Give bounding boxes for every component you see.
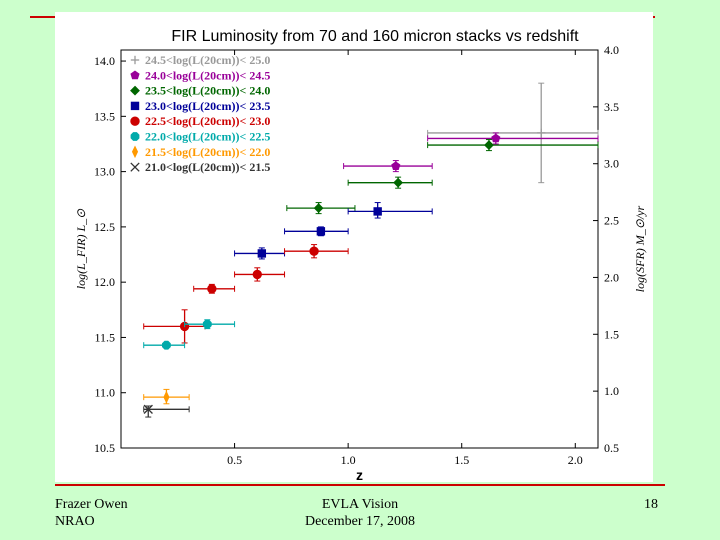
legend-label: 23.5<log(L(20cm))< 24.0 — [145, 84, 270, 98]
data-point — [427, 139, 599, 152]
circle-marker — [207, 284, 217, 294]
data-point — [343, 160, 433, 173]
square-marker — [316, 227, 326, 236]
legend-label: 24.0<log(L(20cm))< 24.5 — [145, 68, 270, 82]
y2-axis-label: log(SFR) M_⊙/yr — [633, 205, 647, 292]
data-point — [143, 309, 206, 344]
data-point — [347, 202, 433, 219]
chart-title: FIR Luminosity from 70 and 160 micron st… — [171, 28, 579, 45]
x-tick-label: 2.0 — [568, 453, 583, 467]
legend-label: 21.0<log(L(20cm))< 21.5 — [145, 160, 270, 174]
series-6 — [143, 388, 190, 405]
legend-item: 22.5<log(L(20cm))< 23.0 — [130, 114, 270, 128]
legend-label: 22.0<log(L(20cm))< 22.5 — [145, 130, 270, 144]
data-point — [284, 226, 349, 237]
data-point — [184, 319, 236, 330]
y2-tick-label: 3.0 — [604, 157, 619, 171]
legend-item: 23.0<log(L(20cm))< 23.5 — [130, 99, 270, 113]
y-axis-label: log(L_FIR) L_⊙ — [74, 208, 88, 289]
y-tick-label: 13.5 — [94, 109, 115, 123]
x-axis-label: z — [356, 467, 363, 482]
legend-item: 21.0<log(L(20cm))< 21.5 — [130, 160, 270, 174]
legend-label: 23.0<log(L(20cm))< 23.5 — [145, 99, 270, 113]
series-7 — [143, 404, 190, 418]
x-tick-label: 0.5 — [227, 453, 242, 467]
footer-event-block: EVLA Vision December 17, 2008 — [280, 496, 440, 530]
series-2 — [286, 139, 599, 215]
fir-luminosity-chart: FIR Luminosity from 70 and 160 micron st… — [74, 28, 647, 483]
legend-item: 22.0<log(L(20cm))< 22.5 — [130, 130, 270, 144]
footer-page-number: 18 — [644, 497, 658, 512]
data-point — [234, 267, 286, 282]
octagon-marker — [130, 132, 140, 141]
x-tick-label: 1.5 — [454, 453, 469, 467]
circle-marker — [130, 116, 140, 126]
x-marker — [143, 404, 153, 414]
footer-author-block: Frazer Owen NRAO — [55, 496, 128, 530]
data-point — [427, 132, 599, 145]
square-marker — [373, 207, 382, 216]
diamond-marker — [130, 85, 140, 96]
circle-marker — [309, 246, 319, 256]
data-point — [193, 283, 236, 294]
footer-org: NRAO — [55, 514, 95, 529]
legend-item: 24.5<log(L(20cm))< 25.0 — [130, 53, 270, 67]
x-marker — [130, 162, 140, 172]
series-3 — [234, 202, 433, 260]
octagon-marker — [162, 340, 171, 350]
series-4 — [143, 244, 349, 344]
series-0 — [427, 82, 599, 184]
diamond-marker — [484, 140, 494, 150]
thin-diamond-marker — [163, 390, 170, 404]
legend-item: 21.5<log(L(20cm))< 22.0 — [131, 145, 270, 159]
legend-item: 24.0<log(L(20cm))< 24.5 — [130, 68, 270, 82]
plot-frame — [120, 49, 599, 449]
chart-panel: FIR Luminosity from 70 and 160 micron st… — [55, 12, 653, 483]
pentagon-marker — [130, 70, 140, 80]
thin-diamond-marker — [131, 145, 139, 159]
y-tick-label: 13.0 — [94, 165, 115, 179]
y-tick-label: 12.5 — [94, 220, 115, 234]
diamond-marker — [393, 177, 404, 188]
pentagon-marker — [391, 161, 401, 170]
y-tick-label: 11.0 — [94, 386, 115, 400]
circle-marker — [252, 269, 262, 280]
y2-tick-label: 4.0 — [604, 43, 619, 57]
data-point — [143, 388, 190, 405]
y2-tick-label: 2.5 — [604, 214, 619, 228]
footer-date: December 17, 2008 — [304, 514, 416, 529]
y2-tick-label: 2.0 — [604, 270, 619, 284]
y2-tick-label: 3.5 — [604, 100, 619, 114]
data-point — [143, 340, 186, 350]
footer-talk: EVLA Vision — [321, 497, 399, 512]
legend-label: 24.5<log(L(20cm))< 25.0 — [145, 53, 270, 67]
diamond-marker — [313, 203, 324, 214]
data-point — [284, 244, 349, 259]
square-marker — [257, 249, 267, 258]
y-tick-label: 11.5 — [94, 330, 115, 344]
data-point — [143, 404, 190, 418]
series-5 — [143, 319, 236, 350]
footer-rule — [55, 484, 665, 486]
series-1 — [343, 132, 599, 173]
y2-tick-label: 0.5 — [604, 441, 619, 455]
footer-author: Frazer Owen — [55, 497, 128, 512]
y-tick-label: 14.0 — [94, 54, 115, 68]
octagon-marker — [202, 319, 212, 329]
y-tick-label: 10.5 — [94, 441, 115, 455]
data-point — [347, 176, 433, 189]
data-point — [286, 202, 356, 215]
x-tick-label: 1.0 — [341, 453, 356, 467]
y-tick-label: 12.0 — [94, 275, 115, 289]
data-point — [234, 247, 286, 260]
y2-tick-label: 1.5 — [604, 327, 619, 341]
data-point — [427, 82, 599, 184]
legend-label: 21.5<log(L(20cm))< 22.0 — [145, 145, 270, 159]
legend-label: 22.5<log(L(20cm))< 23.0 — [145, 114, 270, 128]
legend-item: 23.5<log(L(20cm))< 24.0 — [130, 84, 270, 98]
pentagon-marker — [491, 133, 501, 143]
square-marker — [130, 101, 140, 111]
y2-tick-label: 1.0 — [604, 384, 619, 398]
